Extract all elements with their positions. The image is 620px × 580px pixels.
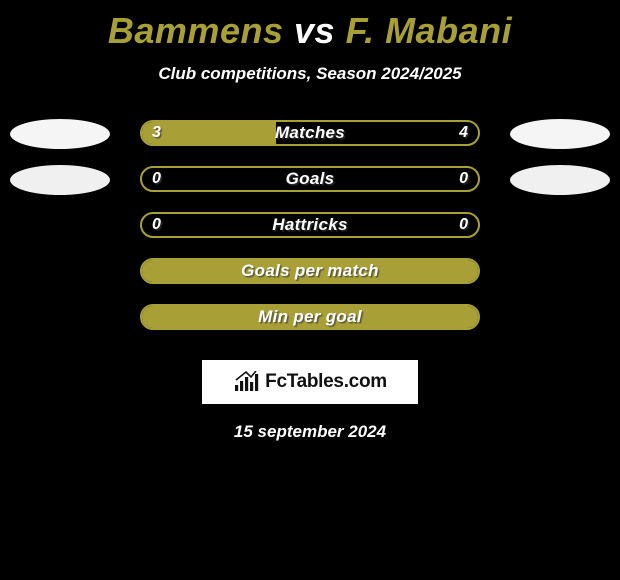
player1-name: Bammens [108, 10, 284, 51]
branding-text: FcTables.com [265, 371, 387, 393]
stats-container: 34Matches 00Goals 00Hattricks Goals per mat… [0, 120, 620, 332]
branding-inner: FcTables.com [233, 371, 387, 393]
date-text: 15 september 2024 [0, 422, 620, 442]
stat-label: Goals per match [142, 261, 478, 281]
stat-label: Matches [142, 123, 478, 143]
stat-bar: Goals per match [140, 258, 480, 284]
stat-bar: 34Matches [140, 120, 480, 146]
comparison-title: Bammens vs F. Mabani [0, 0, 620, 52]
right-indicator [510, 119, 610, 149]
chart-icon [233, 371, 261, 393]
stat-bar: 00Goals [140, 166, 480, 192]
stat-row: Min per goal [140, 304, 480, 332]
left-indicator [10, 165, 110, 195]
vs-text: vs [294, 10, 335, 51]
stat-bar: 00Hattricks [140, 212, 480, 238]
ellipse-icon [10, 165, 110, 195]
stat-row: 00Goals [140, 166, 480, 194]
subtitle: Club competitions, Season 2024/2025 [0, 64, 620, 84]
stat-bar: Min per goal [140, 304, 480, 330]
ellipse-icon [10, 119, 110, 149]
stat-label: Hattricks [142, 215, 478, 235]
branding-box: FcTables.com [202, 360, 418, 404]
left-indicator [10, 119, 110, 149]
ellipse-icon [510, 165, 610, 195]
stat-row: 00Hattricks [140, 212, 480, 240]
stat-row: Goals per match [140, 258, 480, 286]
stat-row: 34Matches [140, 120, 480, 148]
player2-name: F. Mabani [346, 10, 513, 51]
stat-label: Goals [142, 169, 478, 189]
stat-label: Min per goal [142, 307, 478, 327]
ellipse-icon [510, 119, 610, 149]
right-indicator [510, 165, 610, 195]
